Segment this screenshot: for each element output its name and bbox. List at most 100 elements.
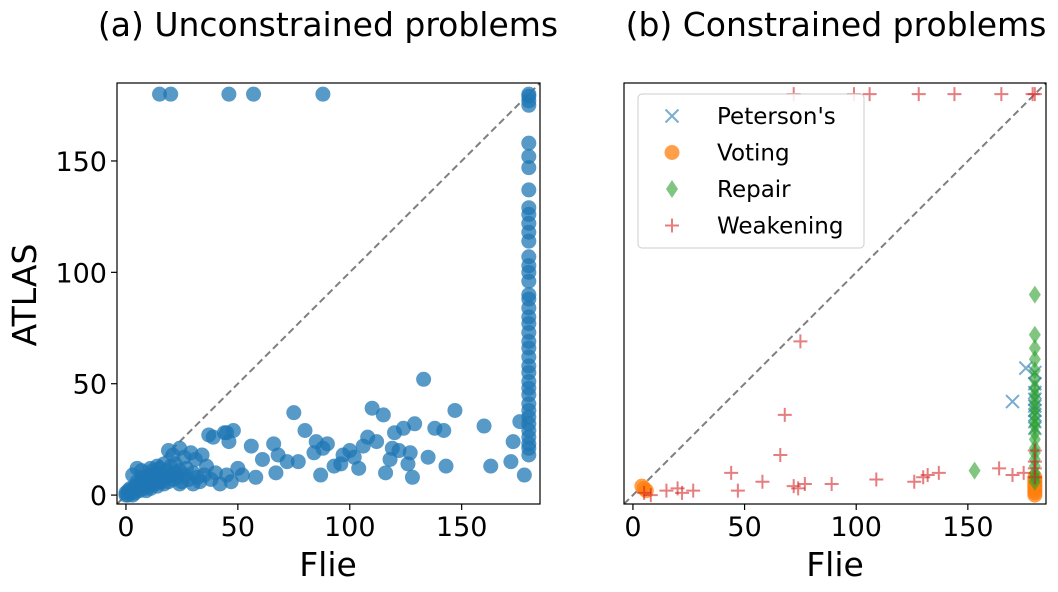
panel-a-ytick-label: 150 [55,147,107,178]
panel-a-point [375,407,391,423]
panel-a-xtick-label: 0 [117,512,134,543]
panel-a-point [364,400,380,416]
panel-a-point [521,233,537,249]
panel-a-point [319,436,335,452]
panel-a-point [384,440,400,456]
panel-a-point [268,465,284,481]
panel-a-title: (a) Unconstrained problems [98,5,558,44]
panel-a-xtick-label: 100 [324,512,376,543]
panel-a-point [243,438,259,454]
panel-a-point [234,467,250,483]
panel-b-point [730,483,745,498]
panel-b-point [659,483,674,498]
panel-a-point [438,458,454,474]
panel-b-xtick-label: 150 [942,512,994,543]
panel-a-point [521,97,537,113]
panel-a-point [313,467,329,483]
panel-b-point [1027,470,1042,485]
panel-b-point [1028,350,1041,369]
panel-a-xtick-label: 50 [221,512,255,543]
legend-marker [666,180,678,198]
panel-a-point [225,422,241,438]
panel-a-point [503,454,519,470]
panel-a-point [521,160,537,176]
panel-a-point [152,86,168,102]
legend-box [637,93,865,249]
panel-a-point [308,434,324,450]
panel-b-plot-area [623,82,1047,505]
legend-label: Weakening [717,214,843,240]
panel-b-point [947,87,962,102]
panel-a-ytick-label: 100 [55,258,107,289]
panel-b-point [793,334,808,349]
panel-a-point [163,86,179,102]
panel-a-xlabel: Flie [299,545,357,584]
panel-b-xtick-label: 100 [830,512,882,543]
panel-b-ticks: 0 50 100 150 [624,504,994,543]
panel-a: (a) Unconstrained problems 0 50 100 150 0 50 1… [5,5,558,584]
panel-a-point [279,454,295,470]
legend-marker [664,108,680,124]
panel-a-ticks: 0 50 100 150 0 50 100 150 [55,147,487,543]
panel-a-point [505,434,521,450]
panel-a-point [333,456,349,472]
panel-b-point [1005,394,1020,409]
panel-a-point [521,447,537,463]
panel-b-point [1027,87,1042,102]
panel-a-point [447,402,463,418]
panel-a-plot-area [116,82,541,505]
panel-a-frame [116,82,541,505]
panel-b-point [634,478,650,494]
panel-b-point [777,407,792,422]
panel-b-point [686,483,701,498]
panel-b-point [675,485,690,500]
legend-label: Peterson's [717,104,836,130]
panel-b-diagonal-line [623,82,1047,505]
panel-b-point [994,87,1009,102]
panel-a-point [521,273,537,289]
panel-a-point [246,86,262,102]
panel-b-point [907,474,922,489]
panel-a-point [194,447,210,463]
panel-a-point [223,474,239,490]
panel-b-point [1018,360,1034,376]
panel-a-point [427,420,443,436]
panel-b-xlabel: Flie [806,545,864,584]
panel-b-point [637,485,652,500]
panel-b-point [797,476,812,491]
panel-a-ylabel: ATLAS [5,244,44,347]
panel-a-point [521,182,537,198]
panel-a-ytick-label: 0 [90,481,107,512]
panel-b-frame [623,82,1047,505]
panel-a-ytick-label: 50 [73,370,107,401]
panel-a-point [407,416,423,432]
panel-b-point [1005,468,1020,483]
panel-b-point [920,468,935,483]
panel-a-point [369,434,385,450]
panel-a-point [315,86,331,102]
panel-a-point [420,449,436,465]
panel-b-point [911,87,926,102]
panel-a-point [286,405,302,421]
panel-b-point [1028,339,1041,358]
panel-a-point [516,467,532,483]
panel-b: (b) Constrained problems 0 50 100 150 Flie … [623,5,1047,584]
panel-a-point [404,469,420,485]
panel-a-point [254,451,270,467]
panel-a-point [521,149,537,165]
panel-b-point [862,87,877,102]
panel-b-point [773,447,788,462]
panel-b-point [724,465,739,480]
panel-a-point [290,454,306,470]
legend-marker [664,145,680,160]
panel-b-series-2 [968,285,1041,491]
panel-b-point [869,472,884,487]
panel-b-point [1027,487,1043,503]
panel-b-xtick-label: 50 [727,512,761,543]
panel-a-point [297,422,313,438]
panel-b-point [1028,285,1041,304]
panel-b-point [755,474,770,489]
panel-a-xtick-label: 150 [436,512,488,543]
panel-b-point [1028,325,1041,344]
